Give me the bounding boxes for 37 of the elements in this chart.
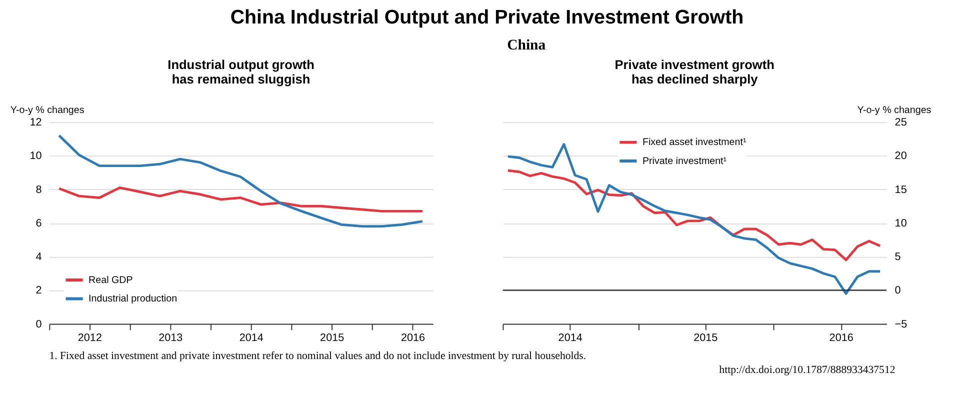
line-series (58, 186, 424, 212)
y2-tick-label: 20 (894, 150, 907, 162)
y-tick-label: 12 (30, 116, 42, 129)
y2-tick-label: −5 (894, 318, 908, 330)
chart-title: Industrial output growth has remained sluggish (168, 56, 314, 87)
text: 1. Fixed asset investment and private investment refer to nominal values and do not include investment by rural households. (49, 350, 586, 362)
y2-tick-label: 10 (894, 217, 907, 230)
x-tick-label: 2016 (401, 332, 426, 344)
line-series (506, 169, 882, 262)
text: China (507, 37, 546, 54)
line-series (58, 134, 424, 228)
y2-tick-label: 5 (894, 251, 901, 264)
y-tick-label: 4 (36, 251, 42, 264)
y2-tick-label: 15 (894, 184, 907, 196)
y-axis-title: Y-o-y % changes (10, 104, 84, 116)
x-tick-label: 2014 (239, 332, 264, 344)
y-tick-label: 0 (36, 318, 42, 330)
chart-title: Private investment growth has declined sharply (614, 56, 774, 87)
x-tick-label: 2014 (558, 332, 582, 344)
y2-axis-title: Y-o-y % changes (857, 104, 932, 116)
legend-label: Private investment¹ (642, 156, 728, 167)
y-tick-label: 2 (36, 284, 42, 297)
y-tick-label: 10 (30, 150, 42, 162)
legend-label: Industrial production (88, 294, 178, 305)
y-tick-label: 8 (36, 184, 42, 196)
x-tick-label: 2015 (694, 332, 718, 344)
text: http://dx.doi.org/10.1787/888933437512 (719, 364, 896, 376)
y-tick-label: 6 (36, 217, 42, 230)
x-tick-label: 2015 (320, 332, 344, 344)
y2-tick-label: 0 (894, 284, 901, 297)
x-tick-label: 2013 (158, 332, 183, 344)
x-tick-label: 2016 (829, 332, 854, 344)
x-tick-label: 2012 (78, 332, 102, 344)
y2-tick-label: 25 (894, 116, 907, 129)
legend-label: Fixed asset investment¹ (642, 137, 747, 148)
text: China Industrial Output and Private Investment Growth (230, 6, 744, 29)
legend-label: Real GDP (88, 274, 134, 286)
